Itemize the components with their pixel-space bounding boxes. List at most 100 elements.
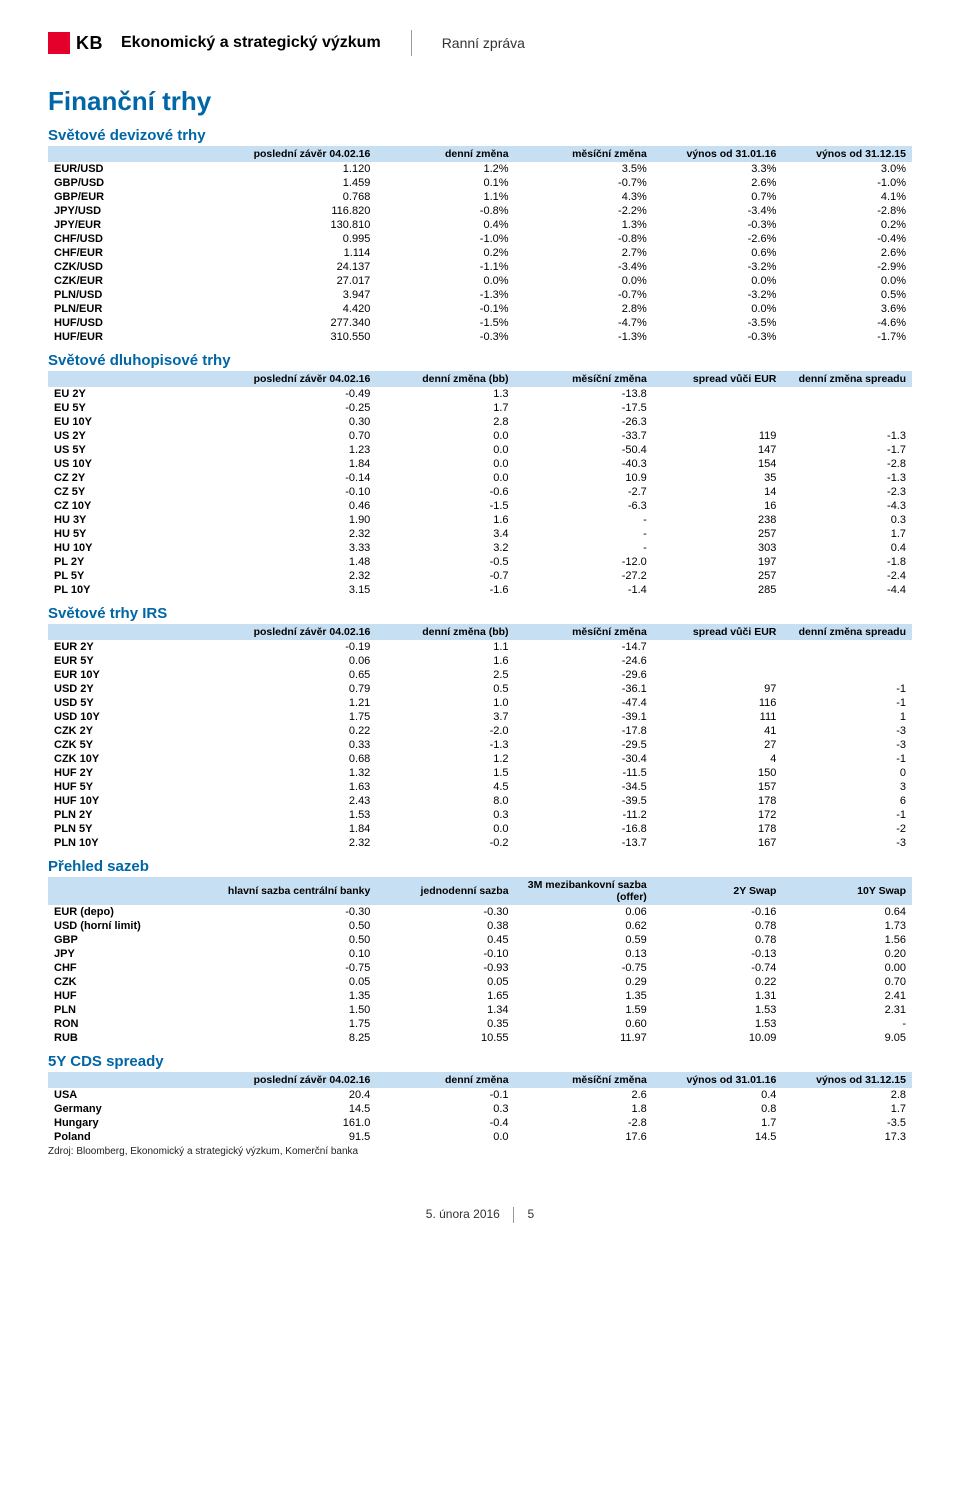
table-cell: 1.2 <box>376 752 514 766</box>
table-cell: -11.5 <box>515 766 653 780</box>
table-cell: 0 <box>782 766 912 780</box>
table-cell: 9.05 <box>782 1031 912 1045</box>
table-cell: -6.3 <box>515 499 653 513</box>
table-cell: -0.30 <box>376 905 514 919</box>
table-cell: 1.48 <box>204 555 377 569</box>
table-cell: -0.2 <box>376 836 514 850</box>
table-cell: 17.3 <box>782 1130 912 1144</box>
column-header: 2Y Swap <box>653 877 783 905</box>
table-cell: - <box>515 527 653 541</box>
table-cell <box>782 640 912 654</box>
table-cell: -36.1 <box>515 682 653 696</box>
column-header: denní změna (bb) <box>376 624 514 640</box>
table-cell: 0.78 <box>653 933 783 947</box>
table-cell: 1.7 <box>782 1102 912 1116</box>
table-cell: CHF/USD <box>48 232 204 246</box>
table-cell: -0.13 <box>653 947 783 961</box>
table-cell: -0.5 <box>376 555 514 569</box>
table-cell: HUF <box>48 989 204 1003</box>
table-cell: 167 <box>653 836 783 850</box>
column-header: 3M mezibankovní sazba (offer) <box>515 877 653 905</box>
column-header: denní změna spreadu <box>782 624 912 640</box>
table-cell: 3.3% <box>653 162 783 176</box>
table-cell: -1.3% <box>376 288 514 302</box>
table-cell: 0.50 <box>204 933 377 947</box>
column-header: výnos od 31.12.15 <box>782 1072 912 1088</box>
table-cell: GBP/USD <box>48 176 204 190</box>
column-header <box>48 371 204 387</box>
table-cell: PL 5Y <box>48 569 204 583</box>
table-cell: 1.31 <box>653 989 783 1003</box>
table-cell: 2.6% <box>653 176 783 190</box>
table-cell: 178 <box>653 822 783 836</box>
column-header: výnos od 31.01.16 <box>653 1072 783 1088</box>
table-row: PL 5Y2.32-0.7-27.2257-2.4 <box>48 569 912 583</box>
table-cell: 303 <box>653 541 783 555</box>
table-cell: CZ 2Y <box>48 471 204 485</box>
table-cell: CZK 10Y <box>48 752 204 766</box>
table-cell: CHF <box>48 961 204 975</box>
table-cell: -0.4 <box>376 1116 514 1130</box>
table-cell: HUF/USD <box>48 316 204 330</box>
table-cell: 14 <box>653 485 783 499</box>
column-header: poslední závěr 04.02.16 <box>204 146 377 162</box>
table-cell: 277.340 <box>204 316 377 330</box>
table-cell: 1.3 <box>376 387 514 401</box>
table-cell: 111 <box>653 710 783 724</box>
table-cell: 0.0% <box>515 274 653 288</box>
table-cell: 0.35 <box>376 1017 514 1031</box>
table-cell: -17.8 <box>515 724 653 738</box>
table-row: EUR (depo)-0.30-0.300.06-0.160.64 <box>48 905 912 919</box>
table-cell: -47.4 <box>515 696 653 710</box>
table-cell: GBP/EUR <box>48 190 204 204</box>
table-cell: 2.31 <box>782 1003 912 1017</box>
table-cell: 1.7 <box>376 401 514 415</box>
table-cell: -4.6% <box>782 316 912 330</box>
table-cell: 1.0 <box>376 696 514 710</box>
table-cell: 2.8 <box>376 415 514 429</box>
table-cell: EU 2Y <box>48 387 204 401</box>
table-cell: -1.3 <box>376 738 514 752</box>
table-cell: 0.2% <box>782 218 912 232</box>
table-cell: 257 <box>653 527 783 541</box>
table-cell: 3.33 <box>204 541 377 555</box>
table-cell: 0.13 <box>515 947 653 961</box>
table-cell: 0.38 <box>376 919 514 933</box>
table-cell: -13.8 <box>515 387 653 401</box>
table-cell: -1 <box>782 808 912 822</box>
table-cell: -2.8 <box>515 1116 653 1130</box>
table-cell: 0.50 <box>204 919 377 933</box>
table-cell: -0.4% <box>782 232 912 246</box>
table-cell: 154 <box>653 457 783 471</box>
table-row: CZK 10Y0.681.2-30.44-1 <box>48 752 912 766</box>
table-cell: CZK/USD <box>48 260 204 274</box>
table-cell <box>782 668 912 682</box>
section-bonds-title: Světové dluhopisové trhy <box>48 352 912 369</box>
table-cell: 0.46 <box>204 499 377 513</box>
table-cell: PLN 5Y <box>48 822 204 836</box>
table-cell: Hungary <box>48 1116 204 1130</box>
table-cell: 10.9 <box>515 471 653 485</box>
table-cell: 4 <box>653 752 783 766</box>
table-cell: Germany <box>48 1102 204 1116</box>
table-row: USD 2Y0.790.5-36.197-1 <box>48 682 912 696</box>
table-cell: -1 <box>782 682 912 696</box>
table-cell: 1.50 <box>204 1003 377 1017</box>
table-cell: 0.1% <box>376 176 514 190</box>
table-cell: PLN <box>48 1003 204 1017</box>
column-header: měsíční změna <box>515 624 653 640</box>
table-cell: -1.0% <box>376 232 514 246</box>
table-cell: 2.32 <box>204 836 377 850</box>
table-cell: 1.6 <box>376 654 514 668</box>
table-cell: -2 <box>782 822 912 836</box>
table-cell: -1.5% <box>376 316 514 330</box>
table-cell: RON <box>48 1017 204 1031</box>
table-cell: 150 <box>653 766 783 780</box>
table-cell: -0.19 <box>204 640 377 654</box>
table-cell: 257 <box>653 569 783 583</box>
table-row: USD (horní limit)0.500.380.620.781.73 <box>48 919 912 933</box>
table-row: PLN/EUR4.420-0.1%2.8%0.0%3.6% <box>48 302 912 316</box>
table-cell <box>653 387 783 401</box>
table-cell: 1.90 <box>204 513 377 527</box>
table-cell: 4.1% <box>782 190 912 204</box>
